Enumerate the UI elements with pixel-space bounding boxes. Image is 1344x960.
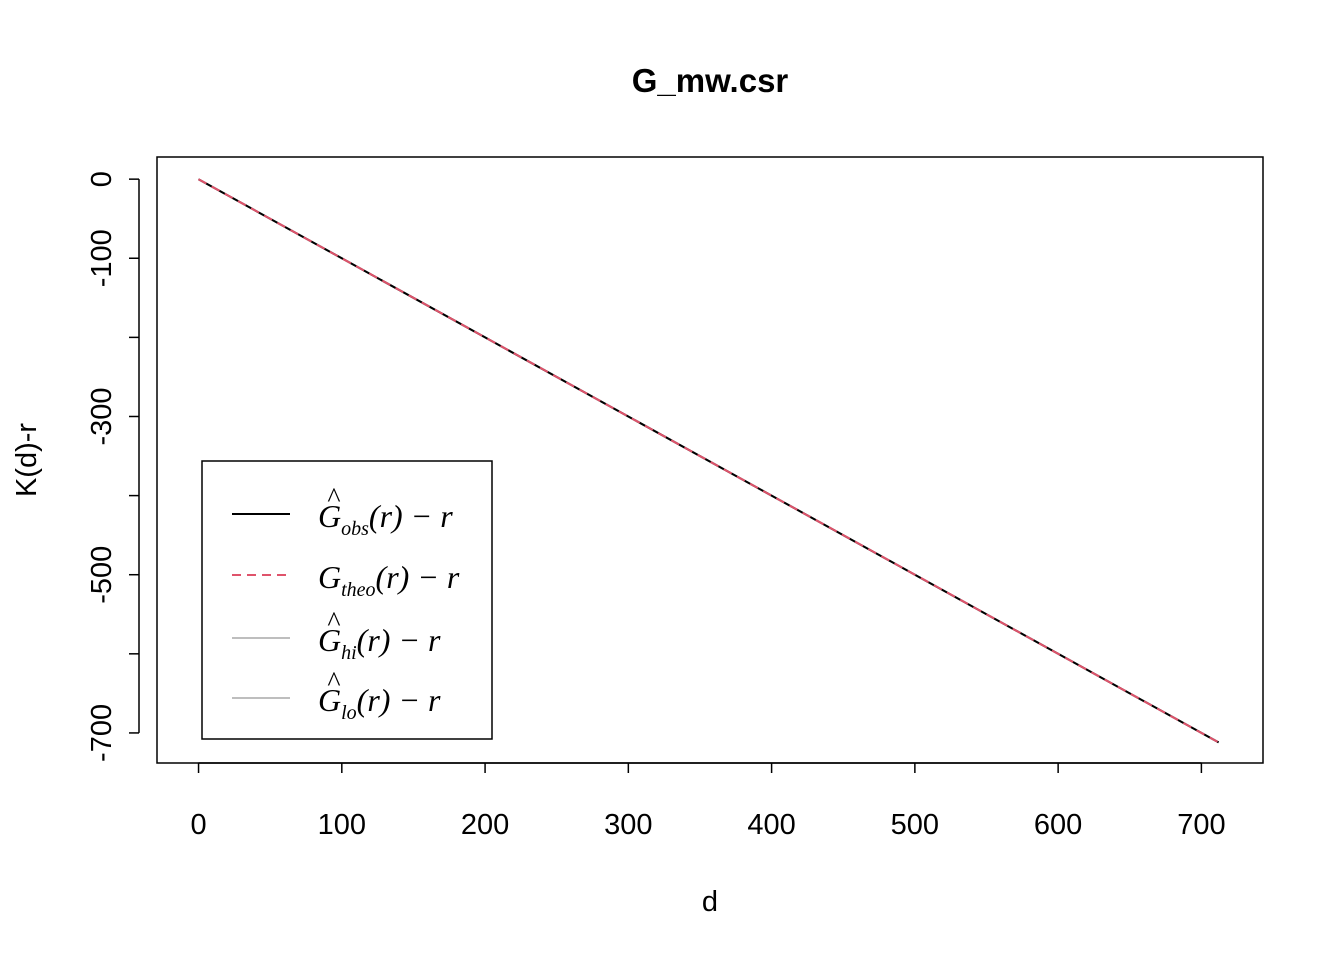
legend-label-base: G	[318, 498, 341, 534]
y-tick-label: -700	[86, 704, 118, 762]
legend-label-theo: Gtheo(r) − r	[318, 559, 460, 601]
legend-label-rest: (r) − r	[369, 498, 453, 534]
legend-hat-hi: ^	[327, 607, 340, 638]
legend-label-hi: Ghi(r) − r	[318, 622, 441, 664]
legend-label-rest: (r) − r	[357, 622, 441, 658]
y-tick-label: -500	[86, 546, 118, 604]
chart-title: G_mw.csr	[632, 62, 789, 99]
legend-box	[201, 460, 493, 740]
legend-label-base: G	[318, 682, 341, 718]
y-tick-label: -300	[86, 387, 118, 445]
legend-label-lo: Glo(r) − r	[318, 682, 441, 724]
x-tick-label: 600	[1034, 809, 1082, 841]
x-axis: 0 100 200 300 400 500 600 700	[190, 762, 1226, 841]
x-tick-label: 100	[318, 809, 366, 841]
x-tick-label: 500	[891, 809, 939, 841]
legend-hat-obs: ^	[327, 483, 340, 514]
legend-label-base: G	[318, 622, 341, 658]
y-axis: 0 -100 -300 -500 -700	[86, 171, 140, 762]
y-tick-label: -100	[86, 229, 118, 287]
series-layer	[198, 178, 1220, 744]
legend-label-subscript: hi	[341, 642, 357, 664]
x-tick-label: 700	[1177, 809, 1225, 841]
legend-label-subscript: obs	[341, 518, 369, 540]
x-tick-label: 300	[604, 809, 652, 841]
legend-label-rest: (r) − r	[376, 559, 460, 595]
y-axis-label: K(d)-r	[11, 423, 43, 497]
legend-label-base: G	[318, 559, 341, 595]
legend-label-subscript: lo	[341, 702, 357, 724]
x-tick-label: 400	[747, 809, 795, 841]
legend-label-rest: (r) − r	[357, 682, 441, 718]
legend-label-subscript: theo	[341, 579, 375, 601]
y-tick-label: 0	[86, 171, 118, 187]
x-axis-label: d	[702, 886, 718, 918]
x-tick-label: 0	[190, 809, 206, 841]
series-line-theo	[198, 178, 1220, 744]
legend-label-obs: Gobs(r) − r	[318, 498, 453, 540]
legend-hat-lo: ^	[327, 667, 340, 698]
x-tick-label: 200	[461, 809, 509, 841]
